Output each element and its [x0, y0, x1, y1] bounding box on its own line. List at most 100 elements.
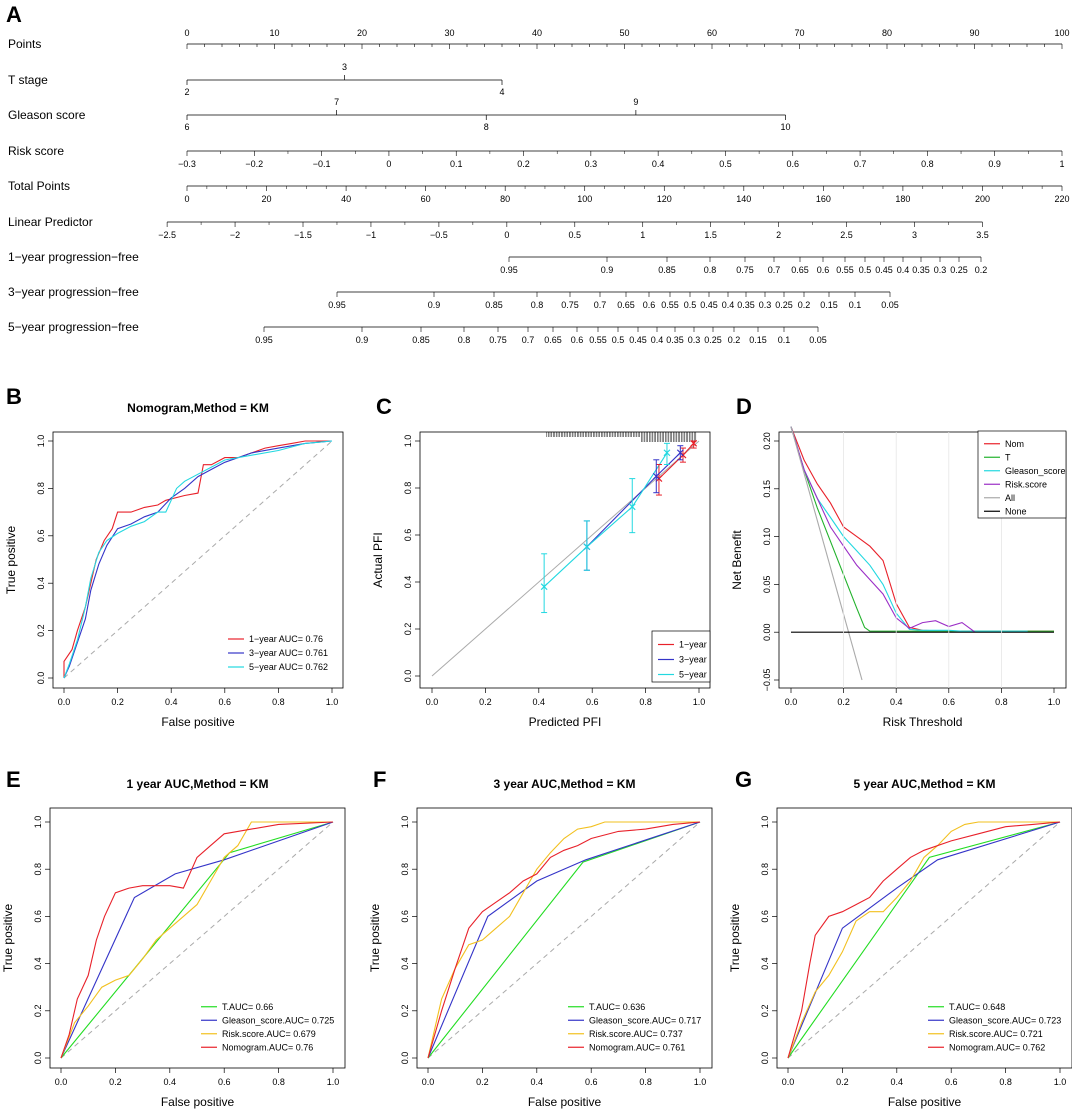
- series-line-risk-score: [787, 821, 1060, 1059]
- x-tick-label: 0.8: [639, 697, 652, 707]
- y-tick-label: 1.0: [760, 816, 770, 829]
- panel-letter-a: A: [6, 2, 22, 27]
- scale-tick-label: 1: [640, 230, 645, 240]
- y-tick-label: 0.2: [33, 1005, 43, 1018]
- series-line-risk-score: [427, 821, 700, 1059]
- series-line-t: [790, 426, 1054, 632]
- x-axis-label: False positive: [161, 715, 235, 729]
- y-axis-label: True positive: [728, 904, 742, 973]
- legend-entry: Gleason_score.AUC= 0.723: [949, 1015, 1061, 1025]
- x-tick-label: 0.6: [586, 697, 599, 707]
- plot-frame: [419, 431, 711, 689]
- series-line-5-year: [543, 452, 668, 588]
- series-line-1-year: [658, 443, 695, 479]
- x-tick-label: 0.2: [476, 1077, 489, 1087]
- survival-tick-label: 0.15: [749, 335, 767, 345]
- legend-entry: 5−year AUC= 0.762: [249, 662, 328, 672]
- series-line-gleason-score: [60, 821, 334, 1059]
- scale-tick-label: 20: [262, 194, 272, 204]
- panel-letter-e: E: [6, 767, 21, 792]
- y-tick-label: 0.4: [403, 576, 413, 589]
- points-tick-label: 100: [1054, 28, 1069, 38]
- plot-frame: [776, 807, 1072, 1069]
- legend-entry: 5−year: [679, 670, 707, 680]
- panel-letter-b: B: [6, 384, 22, 409]
- survival-tick-label: 0.35: [912, 265, 930, 275]
- x-tick-label: 0.0: [426, 697, 439, 707]
- series-line-risk-score: [790, 426, 976, 633]
- nomogram-row-label: Gleason score: [8, 108, 86, 122]
- legend-entry: 3−year: [679, 655, 707, 665]
- scale-tick-label: 0.1: [450, 159, 463, 169]
- legend-entry: Nom: [1005, 439, 1024, 449]
- data-point-marker: [690, 439, 698, 447]
- y-tick-label: 0.4: [33, 957, 43, 970]
- reference-diagonal: [787, 821, 1061, 1059]
- legend-entry: All: [1005, 493, 1015, 503]
- plot-frame: [49, 807, 346, 1069]
- legend-entry: Nomogram.AUC= 0.762: [949, 1042, 1045, 1052]
- survival-tick-label: 0.9: [601, 265, 614, 275]
- data-point-marker: [628, 503, 636, 511]
- data-point-marker: [583, 543, 591, 551]
- survival-tick-label: 0.75: [736, 265, 754, 275]
- scale-tick-label: 60: [421, 194, 431, 204]
- legend-entry: Nomogram.AUC= 0.76: [222, 1042, 313, 1052]
- scale-tick-label: 0.7: [854, 159, 867, 169]
- survival-tick-label: 0.15: [820, 300, 838, 310]
- survival-tick-label: 0.95: [500, 265, 518, 275]
- survival-tick-label: 0.6: [643, 300, 656, 310]
- y-tick-label: 0.2: [403, 623, 413, 636]
- survival-tick-label: 0.5: [859, 265, 872, 275]
- legend-entry: Gleason_score: [1005, 466, 1066, 476]
- x-tick-label: 0.2: [109, 1077, 122, 1087]
- panel-letter-f: F: [373, 767, 386, 792]
- scale-tick-label: −2: [230, 230, 240, 240]
- survival-tick-label: 0.2: [728, 335, 741, 345]
- scale-tick-label: 120: [657, 194, 672, 204]
- data-point-marker: [663, 449, 671, 457]
- y-tick-label: 0.6: [403, 529, 413, 542]
- survival-tick-label: 0.7: [594, 300, 607, 310]
- series-line-nomogram: [787, 821, 1061, 1059]
- y-tick-label: 0.05: [762, 576, 772, 594]
- nomogram-row-label: Linear Predictor: [8, 215, 93, 229]
- scale-tick-label: 1: [1059, 159, 1064, 169]
- x-tick-label: 0.6: [943, 697, 956, 707]
- y-tick-label: 0.0: [760, 1052, 770, 1065]
- survival-tick-label: 0.45: [875, 265, 893, 275]
- legend-entry: T.AUC= 0.66: [222, 1002, 273, 1012]
- category-tick-label: 4: [499, 87, 504, 97]
- survival-tick-label: 0.85: [412, 335, 430, 345]
- y-tick-label: 0.8: [760, 863, 770, 876]
- chart-title: 1 year AUC,Method = KM: [127, 777, 269, 791]
- survival-tick-label: 0.3: [759, 300, 772, 310]
- survival-tick-label: 0.65: [791, 265, 809, 275]
- series-line-all: [790, 426, 863, 681]
- y-axis-label: Actual PFI: [371, 532, 385, 587]
- x-axis-label: Predicted PFI: [529, 715, 602, 729]
- scale-tick-label: 220: [1054, 194, 1069, 204]
- data-point-marker: [652, 472, 660, 480]
- survival-tick-label: 0.5: [684, 300, 697, 310]
- x-tick-label: 1.0: [1054, 1077, 1067, 1087]
- reference-diagonal: [431, 440, 700, 677]
- y-tick-label: 0.0: [36, 672, 46, 685]
- scale-tick-label: −0.1: [313, 159, 331, 169]
- x-tick-label: 0.6: [945, 1077, 958, 1087]
- panel-letter-d: D: [736, 394, 752, 419]
- scale-tick-label: 0.6: [787, 159, 800, 169]
- scale-tick-label: 80: [500, 194, 510, 204]
- scale-tick-label: 0.2: [517, 159, 530, 169]
- y-tick-label: 0.6: [760, 910, 770, 923]
- x-tick-label: 0.4: [890, 697, 903, 707]
- scale-tick-label: 0.3: [585, 159, 598, 169]
- legend-entry: T.AUC= 0.636: [589, 1002, 645, 1012]
- y-tick-label: 0.6: [33, 910, 43, 923]
- scale-tick-label: −1.5: [294, 230, 312, 240]
- y-tick-label: 0.8: [33, 863, 43, 876]
- x-tick-label: 0.2: [836, 1077, 849, 1087]
- x-tick-label: 1.0: [693, 697, 706, 707]
- y-tick-label: 0.2: [400, 1005, 410, 1018]
- survival-tick-label: 0.35: [666, 335, 684, 345]
